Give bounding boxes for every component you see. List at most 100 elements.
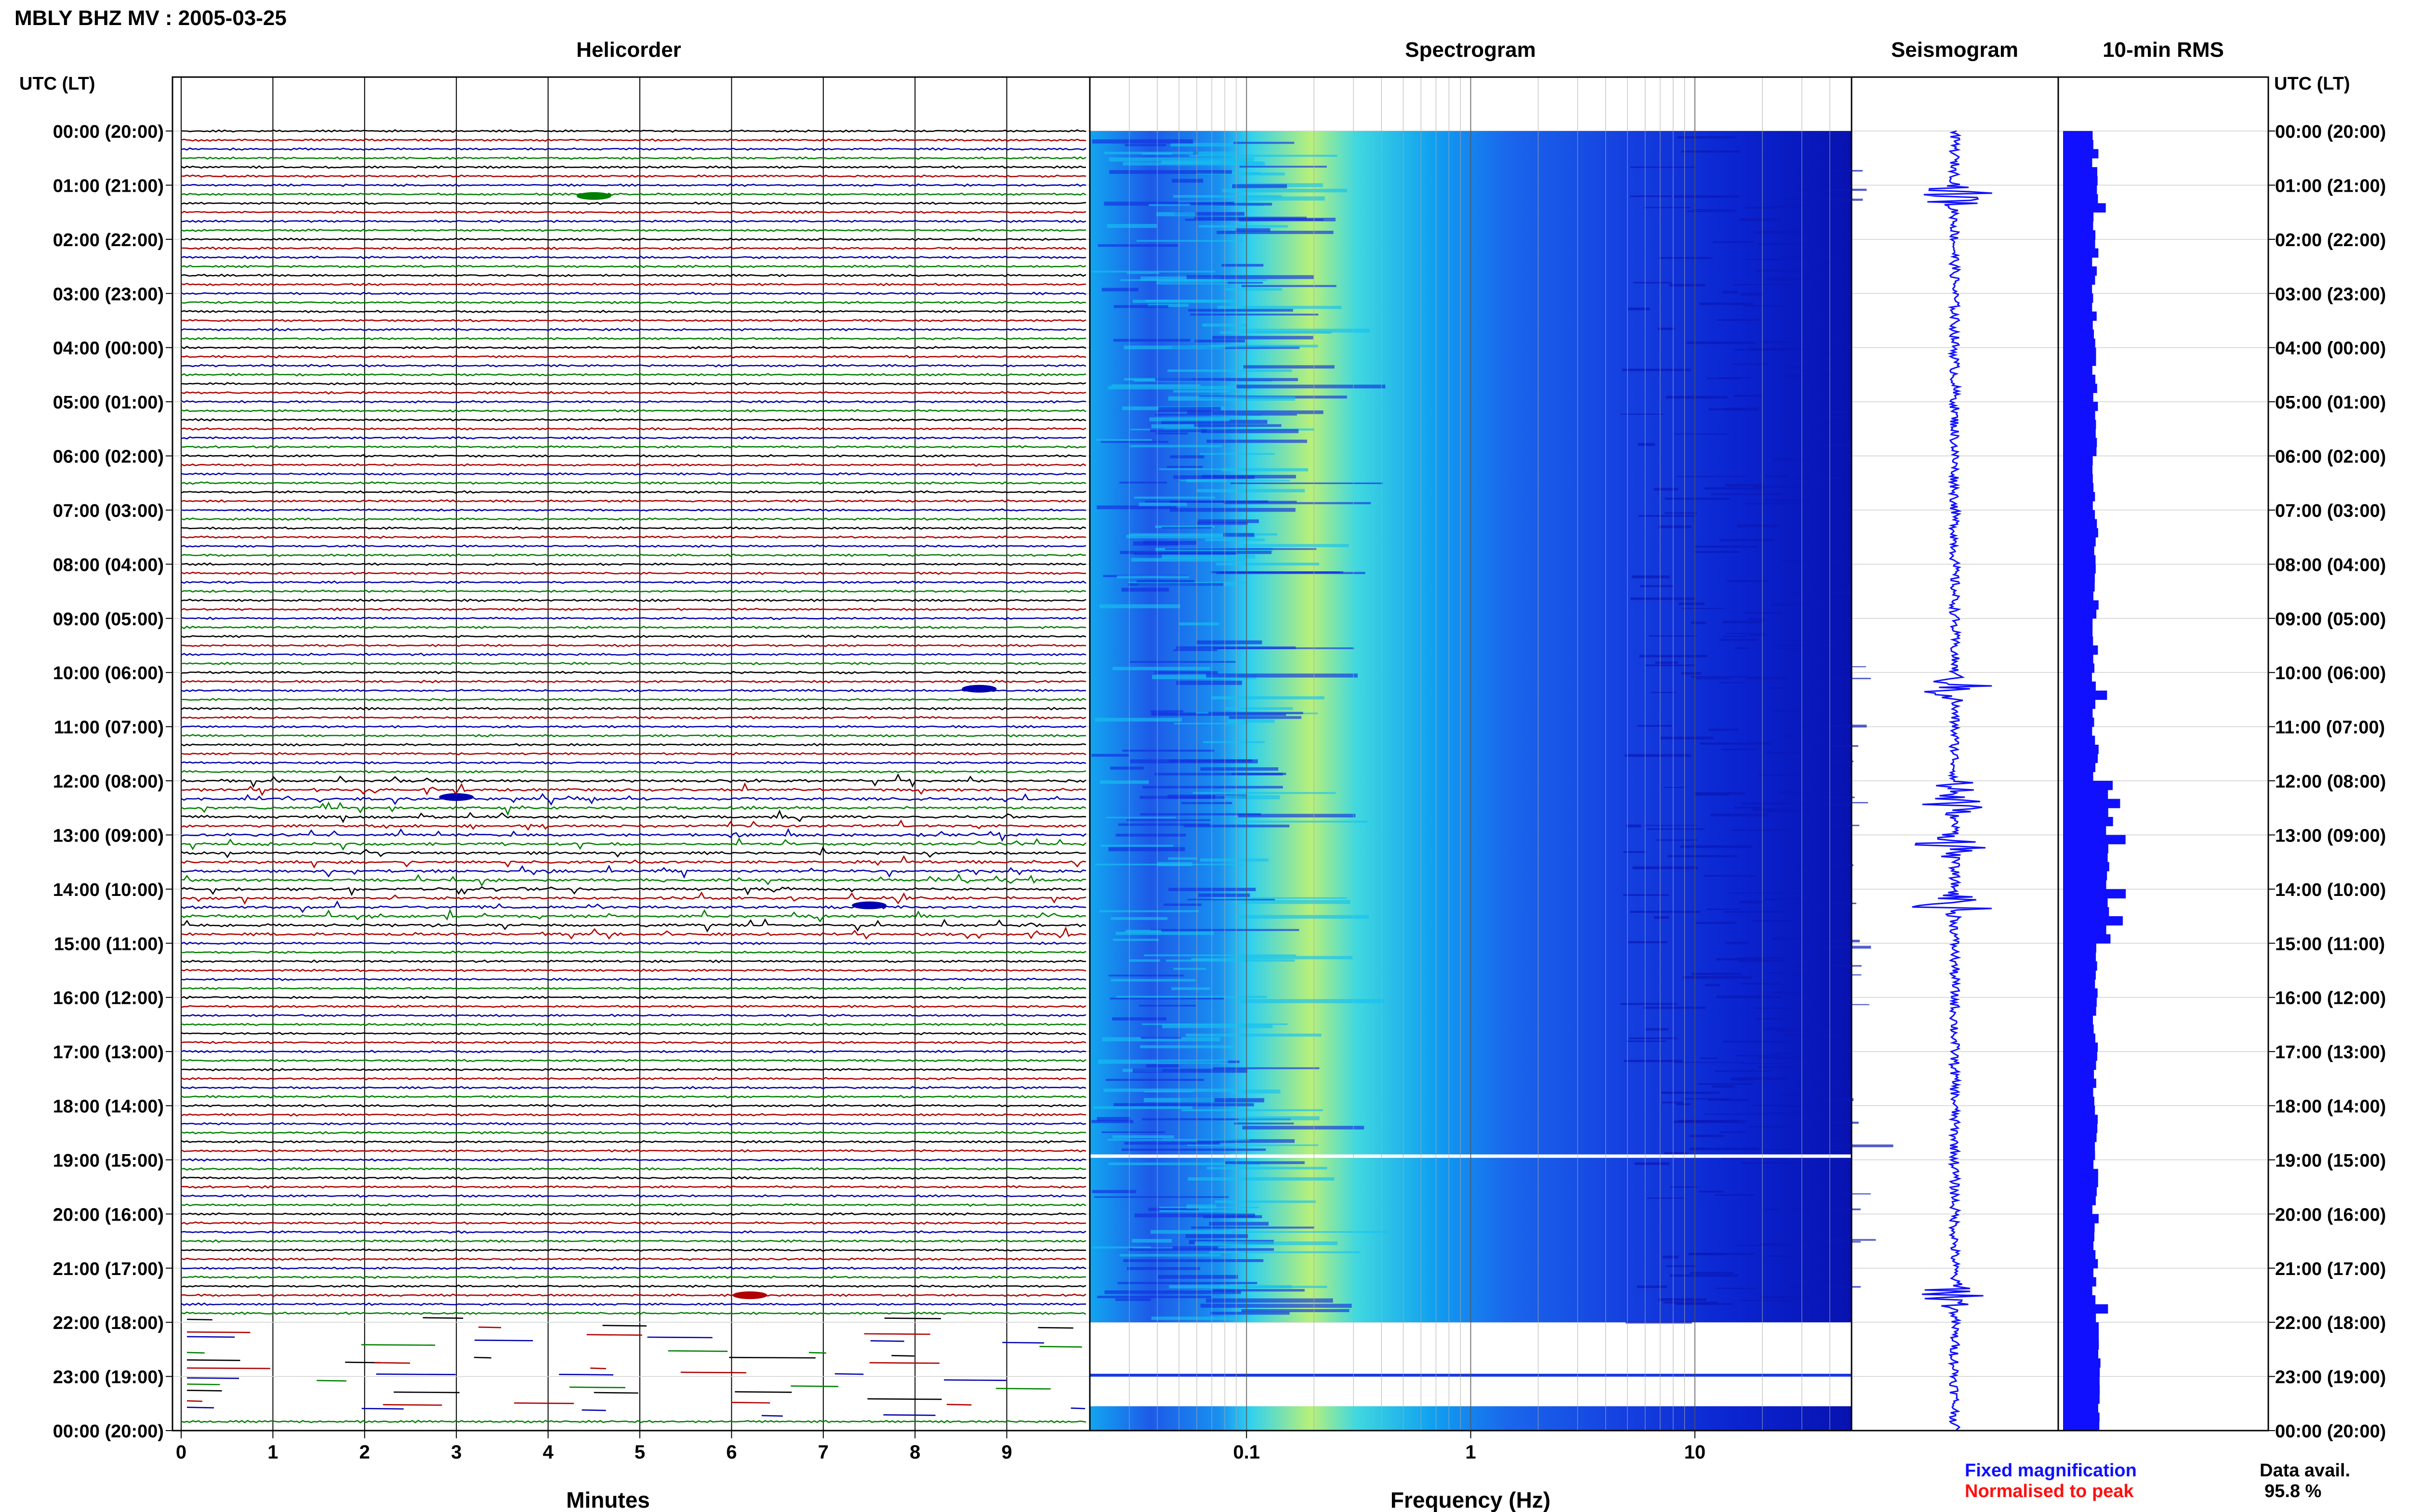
spectrogram-streak xyxy=(1723,911,1783,913)
spectrogram-streak xyxy=(1626,824,1641,828)
helicorder-trace xyxy=(181,355,1086,359)
helicorder-trace xyxy=(181,1013,1086,1017)
spectrogram-streak xyxy=(1106,816,1176,818)
rms-bar xyxy=(2063,609,2097,619)
rms-bar xyxy=(2063,1187,2097,1196)
utc-tick-label-left: 04:00 (00:00) xyxy=(53,339,164,359)
spectrogram-streak xyxy=(1744,503,1807,505)
spectrogram-streak xyxy=(1785,198,1804,200)
spectrogram-streak xyxy=(1134,496,1216,499)
spectrogram-streak xyxy=(1139,796,1225,799)
spectrogram-streak xyxy=(1122,1148,1266,1151)
spectrogram-streak xyxy=(1092,139,1193,144)
spectrogram-streak xyxy=(1125,144,1166,146)
spectrogram-streak xyxy=(1663,1302,1718,1304)
spectrogram-streak xyxy=(1110,766,1144,770)
rms-bar xyxy=(2063,1403,2098,1413)
spectrogram-streak xyxy=(1236,384,1386,389)
spectrogram-streak xyxy=(1704,875,1756,877)
helicorder-trace xyxy=(181,941,1086,945)
spectrogram-streak xyxy=(1694,551,1740,553)
spectrogram-streak xyxy=(1124,345,1225,350)
spectrogram-streak xyxy=(1708,728,1738,731)
utc-tick-label-right: 09:00 (05:00) xyxy=(2275,609,2386,630)
spectrogram-streak xyxy=(1235,228,1271,232)
spectrogram-streak xyxy=(1754,1007,1797,1009)
helicorder-trace xyxy=(181,1293,1086,1297)
spectrogram-streak xyxy=(1152,675,1257,680)
spectrogram-streak xyxy=(1162,1024,1273,1028)
utc-tick-label-left: 00:00 (20:00) xyxy=(53,1421,164,1442)
rms-bar xyxy=(2063,537,2096,547)
helicorder-trace xyxy=(181,1420,1086,1424)
spectrogram-streak xyxy=(1212,897,1347,899)
helicorder-trace xyxy=(181,865,1086,879)
spectrogram-streak xyxy=(1749,634,1767,636)
spectrogram-streak xyxy=(1101,288,1138,291)
spectrogram-streak xyxy=(1190,314,1319,316)
rms-bar xyxy=(2063,501,2093,511)
spectrogram-streak xyxy=(1192,792,1336,794)
spectrogram-streak xyxy=(1628,307,1650,311)
spectrogram-streak xyxy=(1236,956,1353,960)
spectrogram-streak xyxy=(1132,1068,1247,1073)
spectrogram-streak xyxy=(1239,166,1327,168)
spectrogram-streak xyxy=(1091,270,1216,273)
spectrogram-streak xyxy=(1194,424,1282,427)
spectrogram-streak xyxy=(1729,892,1801,894)
spectrogram-streak xyxy=(1202,474,1296,479)
utc-tick-label-left: 13:00 (09:00) xyxy=(53,826,164,846)
helicorder-trace xyxy=(186,1326,930,1336)
helicorder-trace xyxy=(181,1140,1086,1144)
rms-bar xyxy=(2063,1394,2100,1404)
spectrogram-streak xyxy=(1191,958,1236,961)
spectrogram-streak xyxy=(1647,1197,1686,1199)
helicorder-trace xyxy=(181,908,1086,923)
spectrogram-streak xyxy=(1155,432,1188,434)
rms-bar xyxy=(2063,889,2126,899)
spectrogram-streak xyxy=(1126,535,1256,539)
utc-tick-label-right: 13:00 (09:00) xyxy=(2275,826,2386,846)
spectrogram-streak xyxy=(1632,866,1698,869)
helicorder-trace xyxy=(181,544,1086,548)
spectrogram-streak xyxy=(1212,1289,1305,1292)
spectrogram-streak xyxy=(1108,847,1185,852)
minute-tick-label: 8 xyxy=(910,1442,920,1463)
spectrogram-streak xyxy=(1690,676,1748,678)
spectrogram-streak xyxy=(1169,508,1296,512)
rms-bar xyxy=(2063,1412,2100,1422)
helicorder-trace xyxy=(181,707,1086,710)
spectrogram-streak xyxy=(1156,280,1228,285)
helicorder-trace xyxy=(181,819,1086,831)
spectrogram-streak xyxy=(1233,820,1368,823)
spectrogram-streak xyxy=(1111,917,1168,920)
spectrogram-streak xyxy=(1782,1105,1816,1107)
utc-tick-label-left: 12:00 (08:00) xyxy=(53,772,164,792)
rms-bar xyxy=(2063,158,2092,168)
spectrogram-streak xyxy=(1628,941,1668,944)
spectrogram-streak xyxy=(1209,1251,1360,1253)
spectrogram-streak xyxy=(1173,649,1218,651)
spectrogram-streak xyxy=(1223,533,1255,537)
spectrogram-streak xyxy=(1161,420,1268,424)
spectrogram-streak xyxy=(1803,690,1822,692)
helicorder-trace xyxy=(181,337,1086,341)
spectrogram-streak xyxy=(1689,1147,1760,1150)
utc-tick-label-right: 17:00 (13:00) xyxy=(2275,1042,2386,1063)
spectrogram-streak xyxy=(1241,285,1337,287)
rms-bar xyxy=(2063,1123,2098,1133)
rms-bar xyxy=(2063,763,2096,772)
spectrogram-streak xyxy=(1715,1194,1755,1196)
spectrogram-streak xyxy=(1708,1099,1750,1101)
helicorder-trace xyxy=(181,481,1086,485)
spectrogram-streak xyxy=(1201,429,1299,434)
rms-bar xyxy=(2063,528,2098,538)
helicorder-trace xyxy=(181,174,1086,178)
helicorder-trace xyxy=(181,782,1086,796)
spectrogram-streak xyxy=(1804,415,1847,418)
helicorder-trace xyxy=(181,228,1086,232)
spectrogram-streak xyxy=(1162,554,1256,559)
helicorder-trace xyxy=(181,490,1086,494)
spectrogram-streak xyxy=(1200,858,1269,862)
spectrogram-streak xyxy=(1091,1120,1134,1123)
